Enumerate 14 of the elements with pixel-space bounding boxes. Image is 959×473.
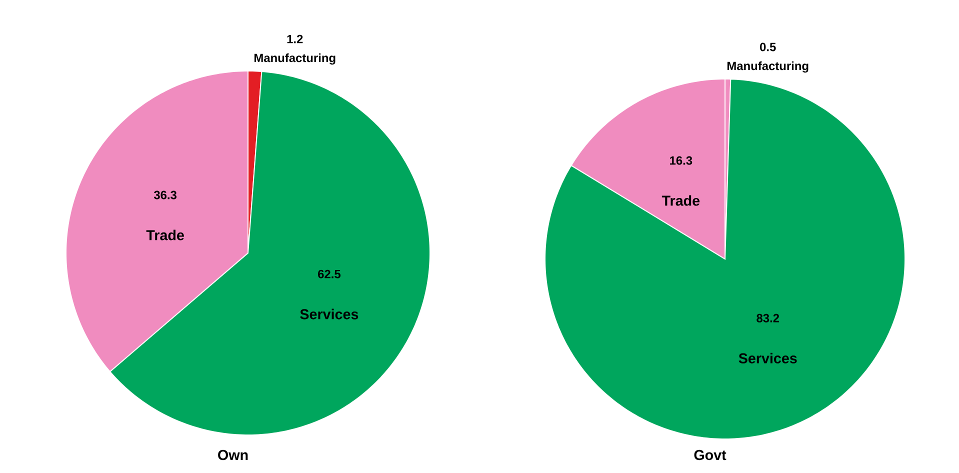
slice-label: Services [738, 352, 797, 364]
data-label: 16.3 [670, 156, 692, 165]
slice-label: Manufacturing [727, 61, 808, 73]
slice-label: Manufacturing [254, 53, 336, 65]
data-label: 0.5 [760, 42, 776, 52]
data-label: 83.2 [756, 314, 780, 322]
data-label: 62.5 [318, 270, 341, 278]
data-label: 36.3 [154, 190, 177, 200]
slice-label: Services [300, 308, 358, 320]
slice-label: Trade [662, 195, 700, 206]
data-label: 1.2 [287, 34, 303, 44]
slice-label: Trade [146, 230, 184, 240]
text: Govt [694, 450, 726, 460]
text: Own [218, 450, 248, 460]
